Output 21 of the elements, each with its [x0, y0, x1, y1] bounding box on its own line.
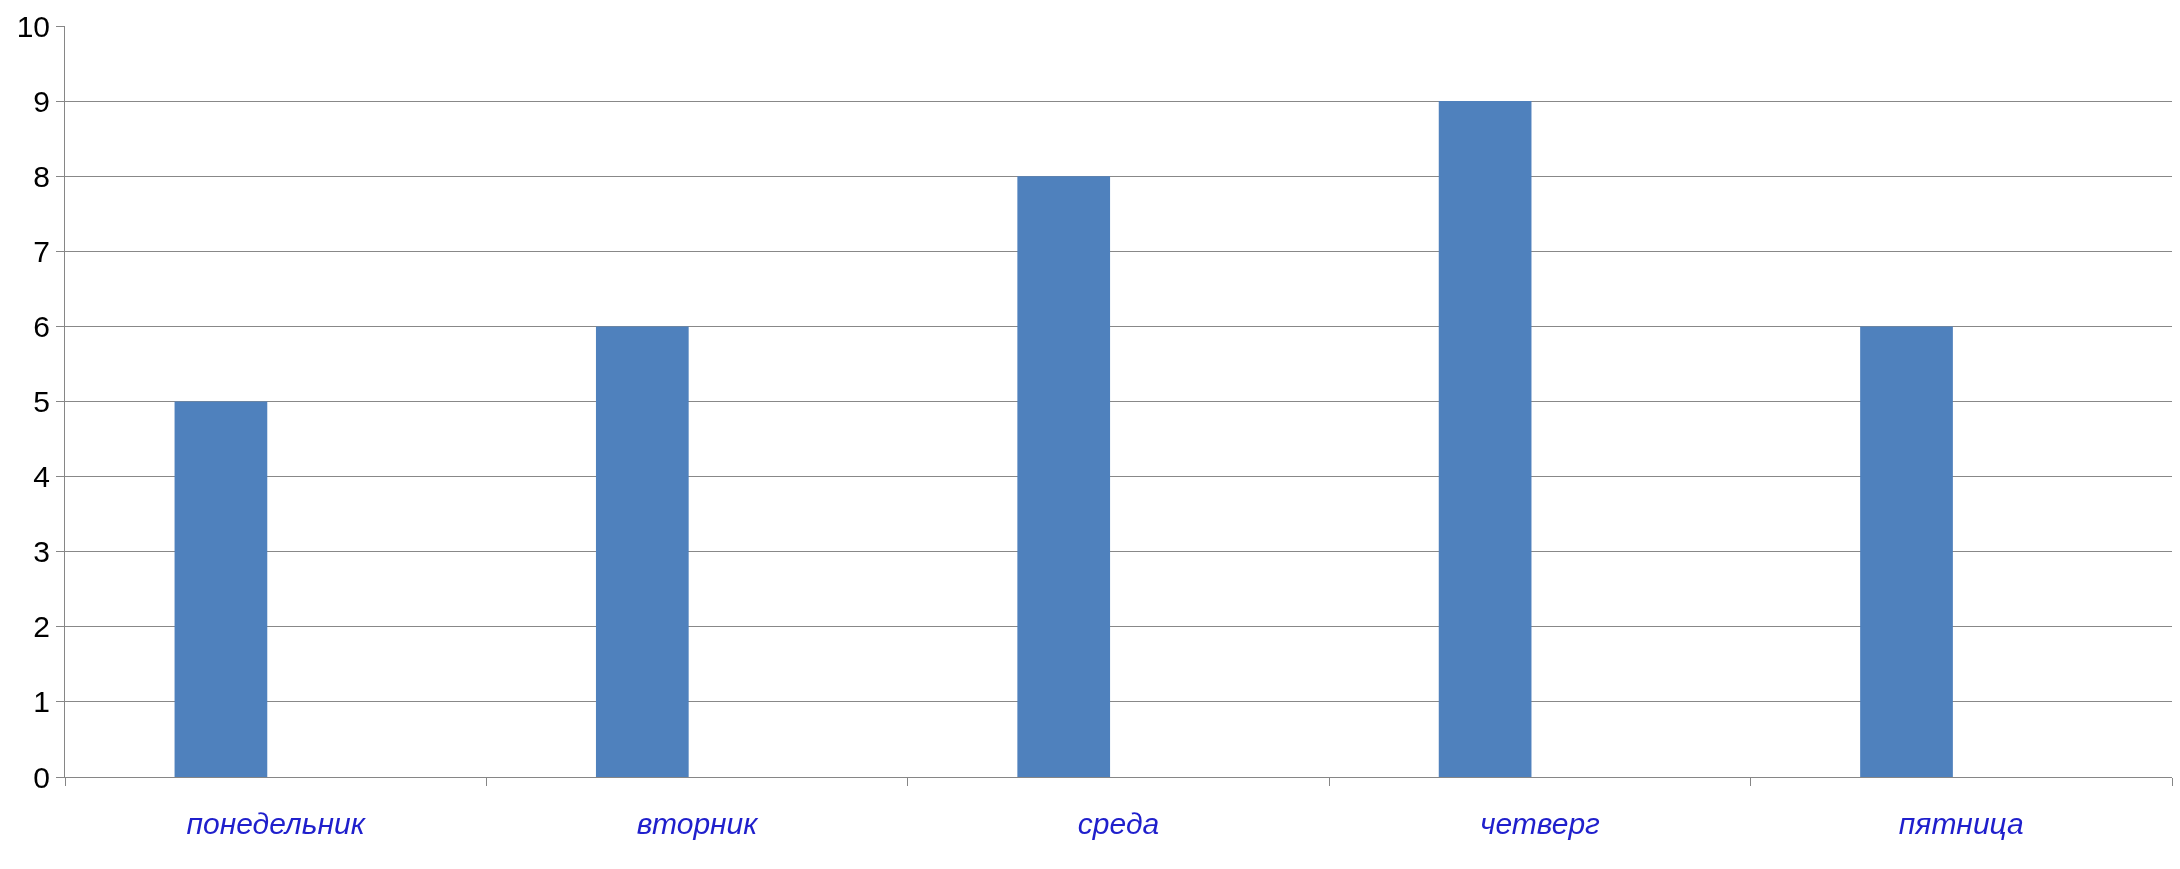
bar: [1438, 101, 1532, 777]
y-tick-label: 8: [33, 159, 50, 193]
y-tick-label: 2: [33, 610, 50, 644]
bar: [595, 326, 689, 777]
y-tick-label: 10: [16, 9, 50, 43]
bar: [1017, 176, 1111, 777]
y-tick-label: 7: [33, 234, 50, 268]
y-tick-label: 5: [33, 385, 50, 418]
x-tick-label: четверг: [1479, 807, 1601, 840]
x-tick-label: среда: [1077, 807, 1160, 840]
bar: [174, 401, 268, 777]
y-tick-label: 6: [33, 309, 50, 343]
y-tick-label: 0: [33, 760, 50, 794]
x-tick-label: пятница: [1898, 807, 2024, 840]
bar: [1860, 326, 1953, 777]
x-tick-label: понедельник: [186, 807, 367, 840]
x-tick-label: вторник: [636, 807, 760, 840]
y-tick-label: 4: [33, 460, 50, 494]
y-tick-label: 3: [33, 535, 50, 569]
y-tick-label: 9: [33, 84, 50, 118]
y-tick-label: 1: [33, 685, 50, 719]
